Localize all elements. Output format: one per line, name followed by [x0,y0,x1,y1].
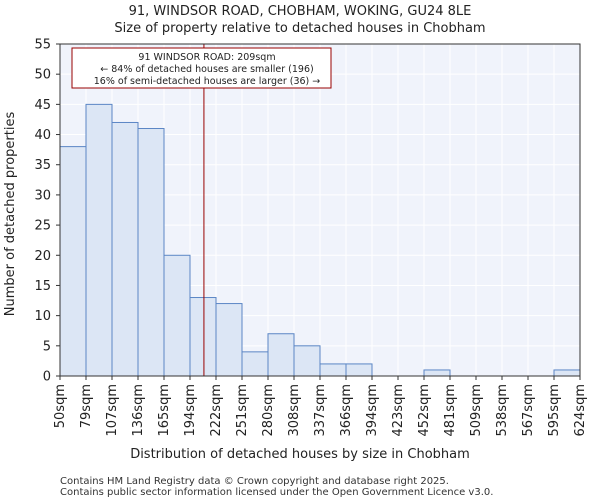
x-tick-label: 165sqm [157,384,172,437]
y-tick-label: 0 [43,370,51,385]
y-tick-label: 35 [34,158,51,173]
chart-title: 91, WINDSOR ROAD, CHOBHAM, WOKING, GU24 … [129,4,472,19]
bar-280sqm [267,333,295,377]
bar-222sqm [215,303,243,377]
x-tick-label: 481sqm [443,384,458,437]
x-tick-label: 79sqm [79,384,94,428]
bar-165sqm [163,254,191,377]
y-tick-label: 20 [34,249,51,264]
x-tick-label: 538sqm [495,384,510,437]
y-axis-ticks: 0 5 10 15 20 25 30 35 40 45 50 55 [34,38,60,385]
bar-452sqm [423,369,451,377]
y-tick-label: 15 [34,279,51,294]
bar-366sqm [345,363,373,377]
x-tick-label: 366sqm [339,384,354,437]
x-tick-label: 251sqm [235,384,250,437]
y-tick-label: 10 [34,309,51,324]
chart-subtitle: Size of property relative to detached ho… [114,21,485,36]
x-tick-label: 194sqm [183,384,198,437]
annotation-line-1: 91 WINDSOR ROAD: 209sqm [138,52,275,63]
x-tick-label: 337sqm [313,384,328,437]
x-axis-label: Distribution of detached houses by size … [130,447,470,462]
annotation-box: 91 WINDSOR ROAD: 209sqm ← 84% of detache… [71,47,332,89]
bar-337sqm [319,363,347,377]
x-tick-label: 50sqm [53,384,68,428]
x-tick-label: 567sqm [521,384,536,437]
x-tick-label: 423sqm [391,384,406,437]
bars [59,103,581,377]
y-tick-label: 45 [34,98,51,113]
x-tick-label: 595sqm [547,384,562,437]
y-tick-label: 25 [34,219,51,234]
bar-107sqm [111,121,139,377]
x-axis-ticks: 50sqm 79sqm 107sqm 136sqm 165sqm 194sqm 222sqm… [53,376,588,437]
x-tick-label: 452sqm [417,384,432,437]
bar-136sqm [137,128,165,377]
annotation-line-2: ← 84% of detached houses are smaller (19… [100,64,313,75]
bar-251sqm [241,351,269,377]
y-tick-label: 30 [34,188,51,203]
y-tick-label: 5 [43,339,51,354]
x-tick-label: 308sqm [287,384,302,437]
bar-194sqm [189,297,217,377]
footer-line-2: Contains public sector information licen… [60,487,493,498]
x-tick-label: 624sqm [573,384,588,437]
x-tick-label: 222sqm [209,384,224,437]
x-tick-label: 107sqm [105,384,120,437]
annotation-line-3: 16% of semi-detached houses are larger (… [94,76,321,87]
x-tick-label: 509sqm [469,384,484,437]
bar-595sqm [553,369,581,377]
bar-79sqm [85,103,113,377]
bar-308sqm [293,345,321,377]
y-axis-label: Number of detached properties [3,112,18,317]
x-tick-label: 394sqm [365,384,380,437]
x-tick-label: 136sqm [131,384,146,437]
footer-line-1: Contains HM Land Registry data © Crown c… [60,476,449,487]
bar-50sqm [59,146,87,377]
annotation-frame [71,47,332,89]
y-tick-label: 50 [34,68,51,83]
x-tick-label: 280sqm [261,384,276,437]
y-tick-label: 55 [34,38,51,53]
plot-border [59,43,581,377]
y-tick-label: 40 [34,128,51,143]
